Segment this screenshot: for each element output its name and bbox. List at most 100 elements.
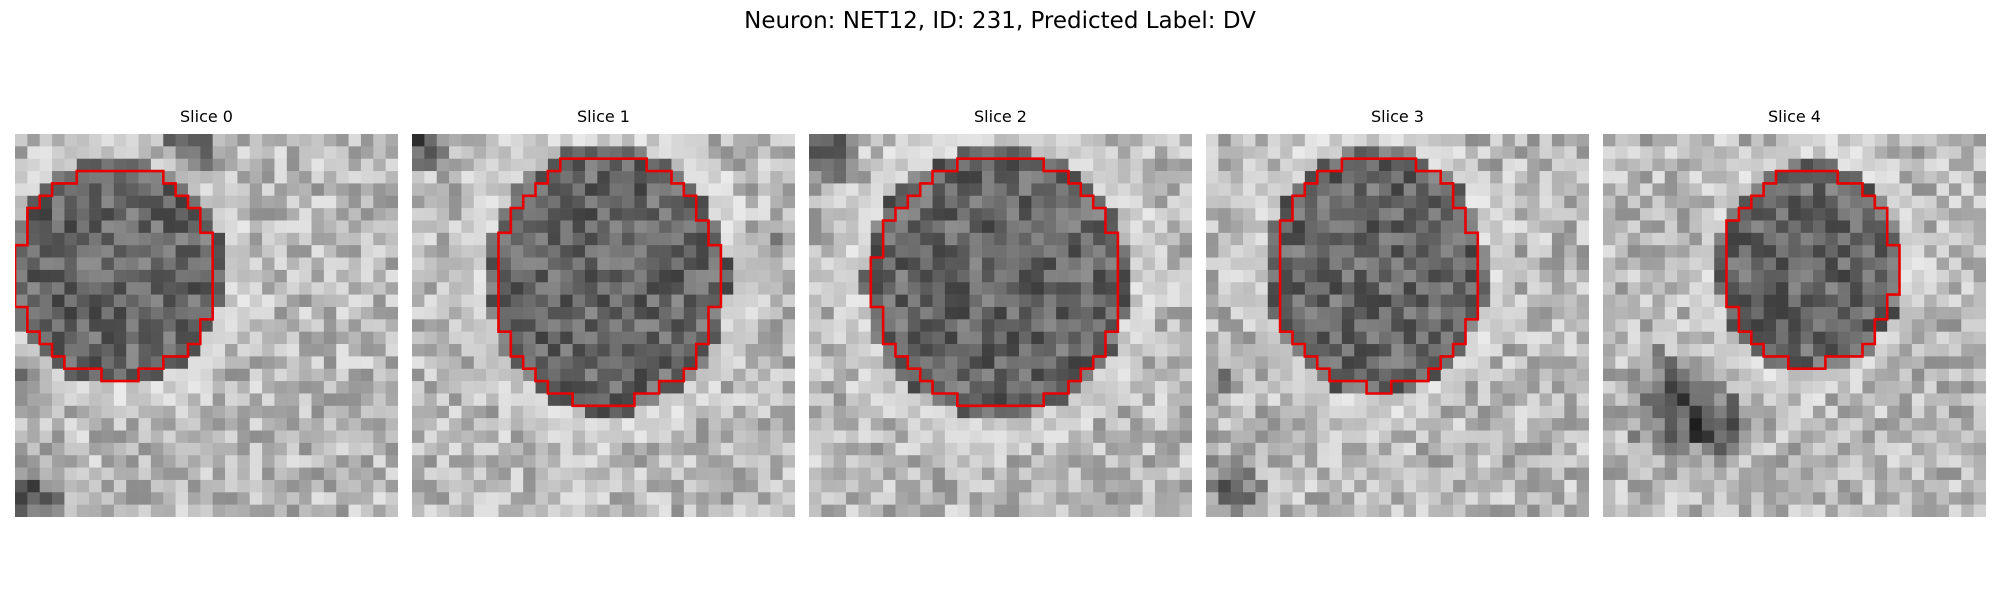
pixel-cell	[770, 331, 783, 345]
pixel-cell	[821, 418, 834, 431]
pixel-cell	[1341, 232, 1355, 246]
pixel-cell	[1167, 208, 1180, 221]
pixel-cell	[846, 183, 859, 197]
pixel-cell	[671, 418, 685, 431]
pixel-cell	[1304, 381, 1318, 394]
pixel-cell	[883, 158, 896, 172]
pixel-cell	[659, 245, 672, 258]
pixel-cell	[27, 492, 40, 505]
pixel-cell	[1800, 269, 1814, 283]
pixel-cell	[274, 134, 288, 147]
pixel-cell	[994, 504, 1007, 517]
pixel-cell	[1453, 442, 1466, 456]
pixel-cell	[1837, 344, 1851, 357]
pixel-cell	[1514, 430, 1528, 444]
pixel-cell	[1453, 381, 1466, 394]
pixel-cell	[1292, 492, 1306, 505]
pixel-cell	[336, 344, 349, 357]
pixel-cell	[821, 344, 834, 357]
pixel-cell	[1551, 134, 1565, 147]
pixel-cell	[1813, 504, 1826, 517]
pixel-cell	[1899, 257, 1913, 271]
pixel-cell	[1527, 257, 1540, 271]
pixel-cell	[770, 344, 783, 357]
pixel-cell	[622, 381, 635, 394]
pixel-cell	[1292, 195, 1306, 209]
pixel-cell	[237, 430, 251, 444]
pixel-cell	[1924, 183, 1937, 197]
pixel-cell	[1813, 405, 1826, 419]
pixel-cell	[920, 146, 933, 159]
pixel-cell	[1031, 269, 1045, 283]
pixel-cell	[336, 368, 349, 382]
pixel-cell	[27, 393, 40, 407]
pixel-cell	[1615, 232, 1628, 246]
pixel-cell	[1961, 479, 1974, 493]
pixel-cell	[1043, 220, 1057, 234]
pixel-cell	[1862, 220, 1876, 234]
pixel-cell	[1453, 220, 1466, 234]
pixel-cell	[671, 269, 685, 283]
pixel-cell	[1862, 393, 1876, 407]
pixel-cell	[671, 294, 685, 308]
pixel-cell	[1502, 306, 1516, 320]
pixel-cell	[560, 418, 573, 431]
pixel-cell	[1576, 405, 1589, 419]
pixel-cell	[175, 418, 189, 431]
pixel-cell	[1416, 269, 1429, 283]
pixel-cell	[1179, 183, 1192, 197]
pixel-cell	[1948, 232, 1962, 246]
pixel-cell	[424, 183, 437, 197]
pixel-cell	[1416, 344, 1429, 357]
pixel-cell	[1366, 430, 1380, 444]
pixel-cell	[969, 467, 983, 481]
pixel-cell	[944, 344, 958, 357]
pixel-cell	[833, 171, 847, 184]
pixel-cell	[1775, 442, 1789, 456]
pixel-cell	[1825, 146, 1839, 159]
pixel-cell	[1304, 430, 1318, 444]
pixel-cell	[932, 158, 946, 172]
pixel-cell	[412, 245, 425, 258]
pixel-cell	[1477, 294, 1491, 308]
pixel-cell	[757, 232, 771, 246]
pixel-cell	[1304, 405, 1318, 419]
pixel-cell	[274, 146, 288, 159]
pixel-cell	[560, 220, 573, 234]
pixel-cell	[634, 467, 648, 481]
pixel-cell	[1640, 368, 1653, 382]
pixel-cell	[1800, 245, 1814, 258]
pixel-cell	[1576, 368, 1589, 382]
pixel-cell	[27, 183, 40, 197]
pixel-cell	[1874, 306, 1888, 320]
pixel-cell	[1154, 257, 1168, 271]
pixel-cell	[15, 331, 28, 345]
pixel-cell	[1813, 306, 1826, 320]
pixel-cell	[1973, 381, 1986, 394]
pixel-cell	[249, 455, 263, 468]
pixel-cell	[52, 430, 65, 444]
pixel-cell	[385, 158, 398, 172]
pixel-cell	[126, 442, 139, 456]
pixel-cell	[659, 146, 672, 159]
pixel-cell	[1043, 245, 1057, 258]
pixel-cell	[1031, 195, 1045, 209]
pixel-cell	[1391, 455, 1404, 468]
pixel-cell	[1924, 381, 1937, 394]
pixel-cell	[1689, 381, 1703, 394]
pixel-cell	[1453, 455, 1466, 468]
pixel-cell	[436, 442, 450, 456]
pixel-cell	[1640, 381, 1653, 394]
pixel-cell	[535, 430, 549, 444]
pixel-cell	[1627, 245, 1641, 258]
pixel-cell	[1751, 405, 1764, 419]
pixel-cell	[1154, 306, 1168, 320]
pixel-cell	[833, 418, 847, 431]
pixel-cell	[523, 232, 536, 246]
pixel-cell	[883, 381, 896, 394]
pixel-cell	[225, 146, 238, 159]
pixel-cell	[348, 504, 362, 517]
pixel-cell	[1603, 356, 1616, 370]
pixel-cell	[1961, 306, 1974, 320]
pixel-cell	[1627, 504, 1641, 517]
